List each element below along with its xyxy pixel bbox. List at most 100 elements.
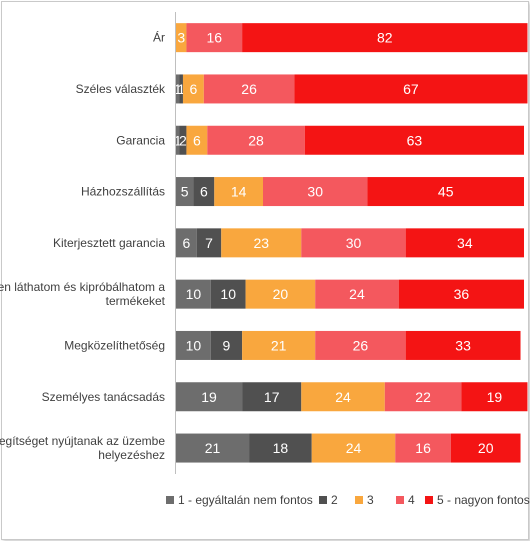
category-label: Ár xyxy=(153,30,165,45)
data-label: 24 xyxy=(335,389,351,405)
bar-segment xyxy=(186,125,208,155)
data-label: 21 xyxy=(205,440,221,456)
bar-segment xyxy=(311,433,396,463)
bar-segment xyxy=(176,382,243,412)
data-label: 2 xyxy=(179,132,187,148)
category-label: Garancia xyxy=(116,133,165,147)
bar-segment xyxy=(176,279,211,309)
data-label: 6 xyxy=(190,81,198,97)
category-label: Széles választék xyxy=(76,82,166,96)
data-label: 21 xyxy=(271,337,287,353)
data-label: 1 xyxy=(177,81,185,97)
bar-segment xyxy=(398,279,524,309)
data-label: 6 xyxy=(200,184,208,200)
bar-segment xyxy=(315,330,406,360)
legend-label: 1 - egyáltalán nem fontos xyxy=(178,493,313,507)
category-labels-group: Ár Széles választék Garancia Házhozszállítá… xyxy=(0,30,166,462)
legend-swatch xyxy=(319,496,327,504)
category-label: termékeket xyxy=(106,294,166,308)
data-label: 82 xyxy=(377,30,393,46)
data-label: 19 xyxy=(487,389,503,405)
data-label: 28 xyxy=(248,132,264,148)
bar-segment xyxy=(395,433,451,463)
data-label: 26 xyxy=(241,81,257,97)
category-label: Segítséget nyújtanak az üzembe xyxy=(0,434,165,448)
bar-segment xyxy=(461,382,528,412)
bar-segment xyxy=(304,125,524,155)
legend-swatch xyxy=(355,496,363,504)
category-label: Házhozszállítás xyxy=(81,185,165,199)
legend-label: 5 - nagyon fontos xyxy=(437,493,530,507)
legend: 1 - egyáltalán nem fontos 2 3 4 5 - nagyon f… xyxy=(166,493,530,507)
bar-segment xyxy=(214,177,263,207)
bar-segment xyxy=(176,433,250,463)
data-label: 9 xyxy=(223,337,231,353)
category-label: Élőben láthatom és kipróbálhatom a xyxy=(0,279,165,294)
bar-segment xyxy=(242,23,528,53)
bar-segment xyxy=(221,228,302,258)
bar-segment xyxy=(203,74,295,104)
data-label: 5 xyxy=(181,184,189,200)
data-label: 1 xyxy=(174,132,182,148)
bar-segment xyxy=(405,330,521,360)
bar-segment xyxy=(405,228,524,258)
data-label: 7 xyxy=(205,235,213,251)
bar-segment xyxy=(384,382,462,412)
legend-swatch xyxy=(425,496,433,504)
data-label: 17 xyxy=(264,389,280,405)
data-label: 20 xyxy=(478,440,494,456)
bar-segment xyxy=(207,125,305,155)
data-label: 30 xyxy=(346,235,362,251)
bar-segment xyxy=(176,177,194,207)
bar-segment xyxy=(315,279,399,309)
bar-segment xyxy=(186,23,243,53)
data-label: 10 xyxy=(220,286,236,302)
bar-segment xyxy=(450,433,521,463)
bar-segment xyxy=(176,74,180,104)
bar-segment xyxy=(301,382,385,412)
bar-segment xyxy=(263,177,368,207)
data-label: 18 xyxy=(273,440,289,456)
legend-label: 2 xyxy=(331,493,338,507)
category-label: helyezéshez xyxy=(98,448,165,462)
bar-segment xyxy=(179,125,187,155)
bar-segment xyxy=(176,125,180,155)
data-label: 26 xyxy=(353,337,369,353)
bar-segment xyxy=(210,330,243,360)
data-label: 23 xyxy=(253,235,269,251)
data-label: 33 xyxy=(455,337,471,353)
bar-segment xyxy=(249,433,312,463)
data-label: 1 xyxy=(174,81,182,97)
bar-segment xyxy=(242,382,302,412)
category-label: Személyes tanácsadás xyxy=(42,390,165,404)
legend-label: 3 xyxy=(367,493,374,507)
category-label: Megközelíthetőség xyxy=(64,338,165,352)
bar-segment xyxy=(176,330,211,360)
data-label: 34 xyxy=(457,235,473,251)
data-label: 67 xyxy=(403,81,419,97)
data-label: 10 xyxy=(186,337,202,353)
data-label: 24 xyxy=(346,440,362,456)
data-label: 16 xyxy=(206,30,222,46)
data-label: 14 xyxy=(231,184,247,200)
bar-segment xyxy=(196,228,222,258)
bar-segment xyxy=(294,74,528,104)
bar-segment xyxy=(176,228,197,258)
data-label: 6 xyxy=(193,132,201,148)
legend-label: 4 xyxy=(408,493,415,507)
data-label: 36 xyxy=(454,286,470,302)
category-label: Kiterjesztett garancia xyxy=(53,236,165,250)
legend-swatch xyxy=(396,496,404,504)
data-label: 16 xyxy=(415,440,431,456)
bar-segment xyxy=(210,279,246,309)
data-label: 30 xyxy=(307,184,323,200)
data-label: 24 xyxy=(349,286,365,302)
bar-segment xyxy=(301,228,406,258)
bar-segment xyxy=(176,23,187,53)
data-label: 45 xyxy=(438,184,454,200)
data-label: 6 xyxy=(183,235,191,251)
data-label: 3 xyxy=(177,30,185,46)
bar-segment xyxy=(193,177,215,207)
data-label: 22 xyxy=(415,389,431,405)
